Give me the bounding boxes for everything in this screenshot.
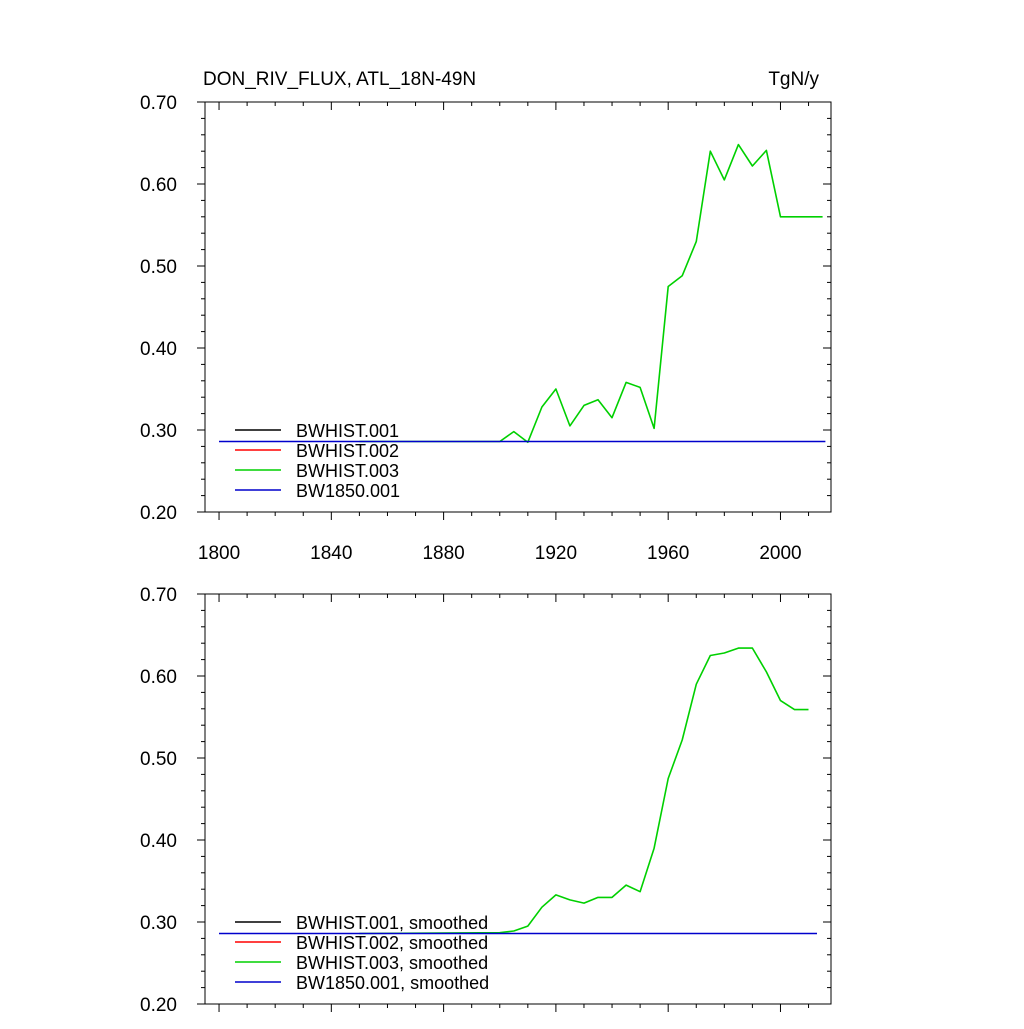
series-line-3 — [359, 143, 823, 444]
y-tick-label: 0.70 — [140, 93, 177, 114]
legend-label: BWHIST.002 — [296, 441, 399, 461]
y-tick-label: 0.50 — [140, 257, 177, 278]
plot-frame — [204, 101, 832, 513]
x-tick-label: 1920 — [535, 543, 577, 564]
y-tick-label: 0.30 — [140, 913, 177, 934]
legend-label: BW1850.001 — [296, 481, 400, 501]
bottom-panel: 0.20 0.30 0.40 0.50 0.60 0.70 BWHIST.001, smoo… — [140, 585, 832, 1016]
plot-frame — [204, 593, 832, 1005]
x-tick-label: 1800 — [198, 543, 240, 564]
top-panel: 0.20 0.30 0.40 0.50 0.60 0.70 1800 1840 1880 1920… — [140, 69, 832, 564]
y-tick-label: 0.40 — [140, 339, 177, 360]
y-tick-label: 0.50 — [140, 749, 177, 770]
chart-title: DON_RIV_FLUX, ATL_18N-49N — [203, 69, 476, 90]
y-tick-label: 0.40 — [140, 831, 177, 852]
y-tick-label: 0.60 — [140, 175, 177, 196]
legend-label: BWHIST.001 — [296, 421, 399, 441]
legend-label: BWHIST.003, smoothed — [296, 953, 488, 973]
y-tick-label: 0.70 — [140, 585, 177, 606]
series-line-3 — [359, 647, 809, 935]
y-tick-label: 0.20 — [140, 995, 177, 1016]
legend-label: BWHIST.002, smoothed — [296, 933, 488, 953]
x-tick-label: 1880 — [422, 543, 464, 564]
y-tick-label: 0.60 — [140, 667, 177, 688]
y-tick-label: 0.20 — [140, 503, 177, 524]
legend-label: BWHIST.003 — [296, 461, 399, 481]
x-tick-label: 1840 — [310, 543, 352, 564]
y-tick-label: 0.30 — [140, 421, 177, 442]
legend-label: BWHIST.001, smoothed — [296, 913, 488, 933]
chart-units: TgN/y — [768, 69, 819, 90]
x-tick-label: 2000 — [759, 543, 801, 564]
x-tick-label: 1960 — [647, 543, 689, 564]
legend-label: BW1850.001, smoothed — [296, 973, 489, 993]
